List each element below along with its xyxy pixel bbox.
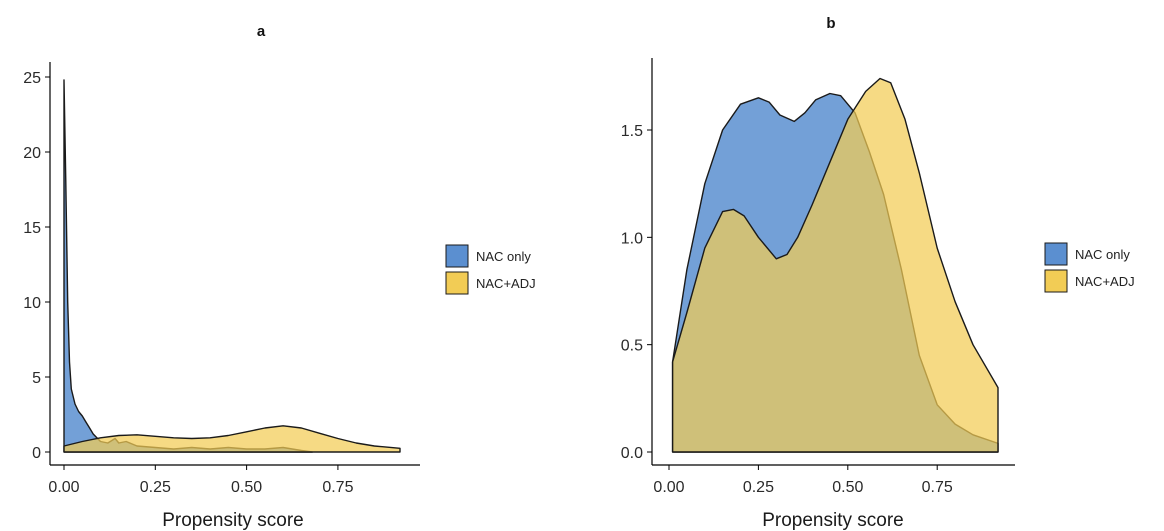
y-tick-label: 0 xyxy=(32,445,41,462)
x-tick-label: 0.75 xyxy=(922,479,953,496)
y-tick-label: 10 xyxy=(23,295,41,312)
legend-swatch-nac-only xyxy=(1044,242,1068,266)
x-tick-label: 0.00 xyxy=(653,479,684,496)
y-tick-label: 25 xyxy=(23,70,41,87)
y-tick-label: 1.0 xyxy=(621,230,643,247)
legend-label-nac-only: NAC only xyxy=(1075,247,1130,262)
density-nac-adj-area xyxy=(671,77,999,453)
legend-label-nac-adj: NAC+ADJ xyxy=(476,276,536,291)
x-tick-label: 0.00 xyxy=(48,479,79,496)
legend-swatch-nac-adj xyxy=(1044,269,1068,293)
x-tick-label: 0.75 xyxy=(322,479,353,496)
panel-b-x-label: Propensity score xyxy=(762,510,904,531)
panel-a-x-label: Propensity score xyxy=(162,510,304,531)
y-tick-label: 1.5 xyxy=(621,123,643,140)
y-tick-label: 0.5 xyxy=(621,338,643,355)
legend-swatch-nac-only xyxy=(445,244,469,268)
x-tick-label: 0.50 xyxy=(832,479,863,496)
legend-swatch-nac-adj xyxy=(445,271,469,295)
density-nac-adj-area xyxy=(63,425,401,453)
panel-a-title: a xyxy=(257,23,266,40)
legend-label-nac-adj: NAC+ADJ xyxy=(1075,274,1135,289)
y-tick-label: 15 xyxy=(23,220,41,237)
panel-b-title: b xyxy=(826,15,835,32)
density-nac-only-area xyxy=(63,79,313,453)
y-tick-label: 5 xyxy=(32,370,41,387)
panel-b-legend: NAC only NAC+ADJ xyxy=(1044,242,1135,293)
x-tick-label: 0.25 xyxy=(743,479,774,496)
y-tick-label: 20 xyxy=(23,145,41,162)
panel-a: a 0 5 10 15 20 25 0.00 0.25 0.50 0.75 Propensity… xyxy=(23,23,535,531)
panel-b: b 0.0 0.5 1.0 1.5 0.00 0.25 0.50 0.75 Propensi… xyxy=(621,15,1135,531)
x-tick-label: 0.25 xyxy=(140,479,171,496)
y-tick-label: 0.0 xyxy=(621,445,643,462)
panel-a-legend: NAC only NAC+ADJ xyxy=(445,244,536,295)
x-tick-label: 0.50 xyxy=(231,479,262,496)
legend-label-nac-only: NAC only xyxy=(476,249,531,264)
